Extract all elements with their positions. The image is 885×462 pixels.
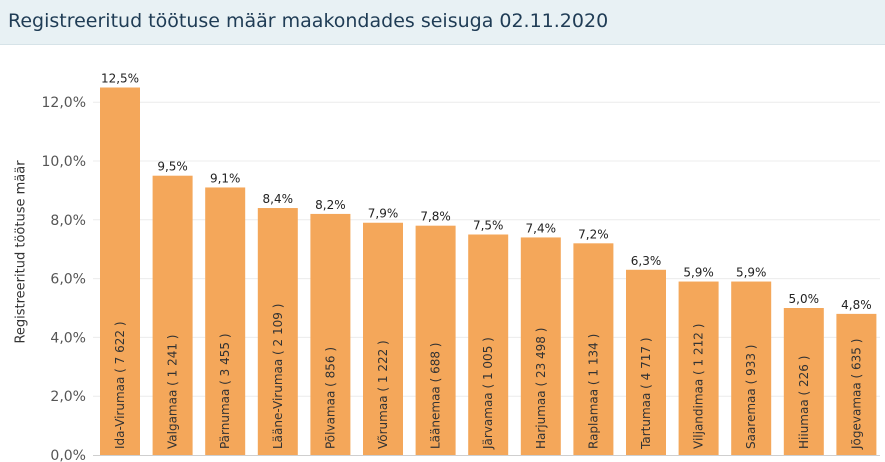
y-tick-label: 12,0% [42, 95, 86, 111]
bar-value-label: 7,5% [473, 219, 504, 233]
bar-value-label: 8,2% [315, 198, 346, 212]
bar[interactable] [100, 87, 140, 456]
category-label: Võrumaa ( 1 222 ) [376, 340, 390, 449]
y-tick-label: 2,0% [50, 389, 86, 405]
category-label: Harjumaa ( 23 498 ) [534, 328, 548, 449]
y-tick-label: 6,0% [50, 272, 86, 288]
bar[interactable] [573, 243, 614, 455]
category-label: Lääne-Virumaa ( 2 109 ) [271, 304, 285, 449]
bar-value-label: 6,3% [631, 254, 662, 268]
y-tick-label: 8,0% [50, 213, 86, 229]
chart-title: Registreeritud töötuse määr maakondades … [8, 10, 609, 32]
bar[interactable] [783, 308, 824, 455]
bar[interactable] [836, 313, 877, 455]
category-label: Saaremaa ( 933 ) [744, 345, 758, 449]
bar-value-label: 12,5% [101, 72, 139, 86]
bar-value-label: 8,4% [263, 192, 294, 206]
category-label: Valgamaa ( 1 241 ) [166, 335, 180, 450]
bar[interactable] [363, 222, 403, 455]
category-label: Hiiumaa ( 226 ) [797, 356, 811, 449]
bar[interactable] [520, 237, 561, 455]
bar[interactable] [205, 187, 246, 455]
bar[interactable] [678, 281, 719, 455]
y-tick-label: 4,0% [50, 330, 86, 346]
category-label: Põlvamaa ( 856 ) [323, 347, 337, 449]
category-label: Läänemaa ( 688 ) [429, 343, 443, 449]
category-label: Viljandimaa ( 1 212 ) [692, 324, 706, 449]
bar-value-label: 5,9% [736, 266, 767, 280]
bar-value-label: 9,1% [210, 171, 241, 185]
bar-value-label: 5,0% [789, 292, 820, 306]
y-tick-label: 0,0% [50, 448, 86, 462]
y-tick-label: 10,0% [42, 154, 86, 170]
bar[interactable] [626, 269, 666, 455]
bar[interactable] [152, 175, 193, 455]
bar-value-label: 7,8% [420, 210, 451, 224]
bar[interactable] [257, 208, 298, 455]
bar[interactable] [468, 234, 509, 456]
category-label: Pärnumaa ( 3 455 ) [218, 333, 232, 449]
category-label: Järvamaa ( 1 005 ) [481, 337, 495, 450]
bar[interactable] [731, 281, 772, 455]
title-bar: Registreeritud töötuse määr maakondades … [0, 0, 885, 45]
bar-value-label: 7,9% [368, 207, 399, 221]
bar-value-label: 5,9% [683, 266, 714, 280]
bar-value-label: 7,4% [526, 221, 557, 235]
bar[interactable] [310, 213, 351, 455]
bar-value-label: 7,2% [578, 227, 609, 241]
category-label: Tartumaa ( 4 717 ) [639, 338, 653, 451]
category-label: Ida-Virumaa ( 7 622 ) [113, 321, 127, 449]
bar-value-label: 9,5% [157, 160, 188, 174]
bar-value-label: 4,8% [841, 298, 872, 312]
bar[interactable] [415, 225, 456, 455]
category-label: Raplamaa ( 1 134 ) [586, 334, 600, 449]
category-label: Jõgevamaa ( 635 ) [849, 339, 863, 450]
